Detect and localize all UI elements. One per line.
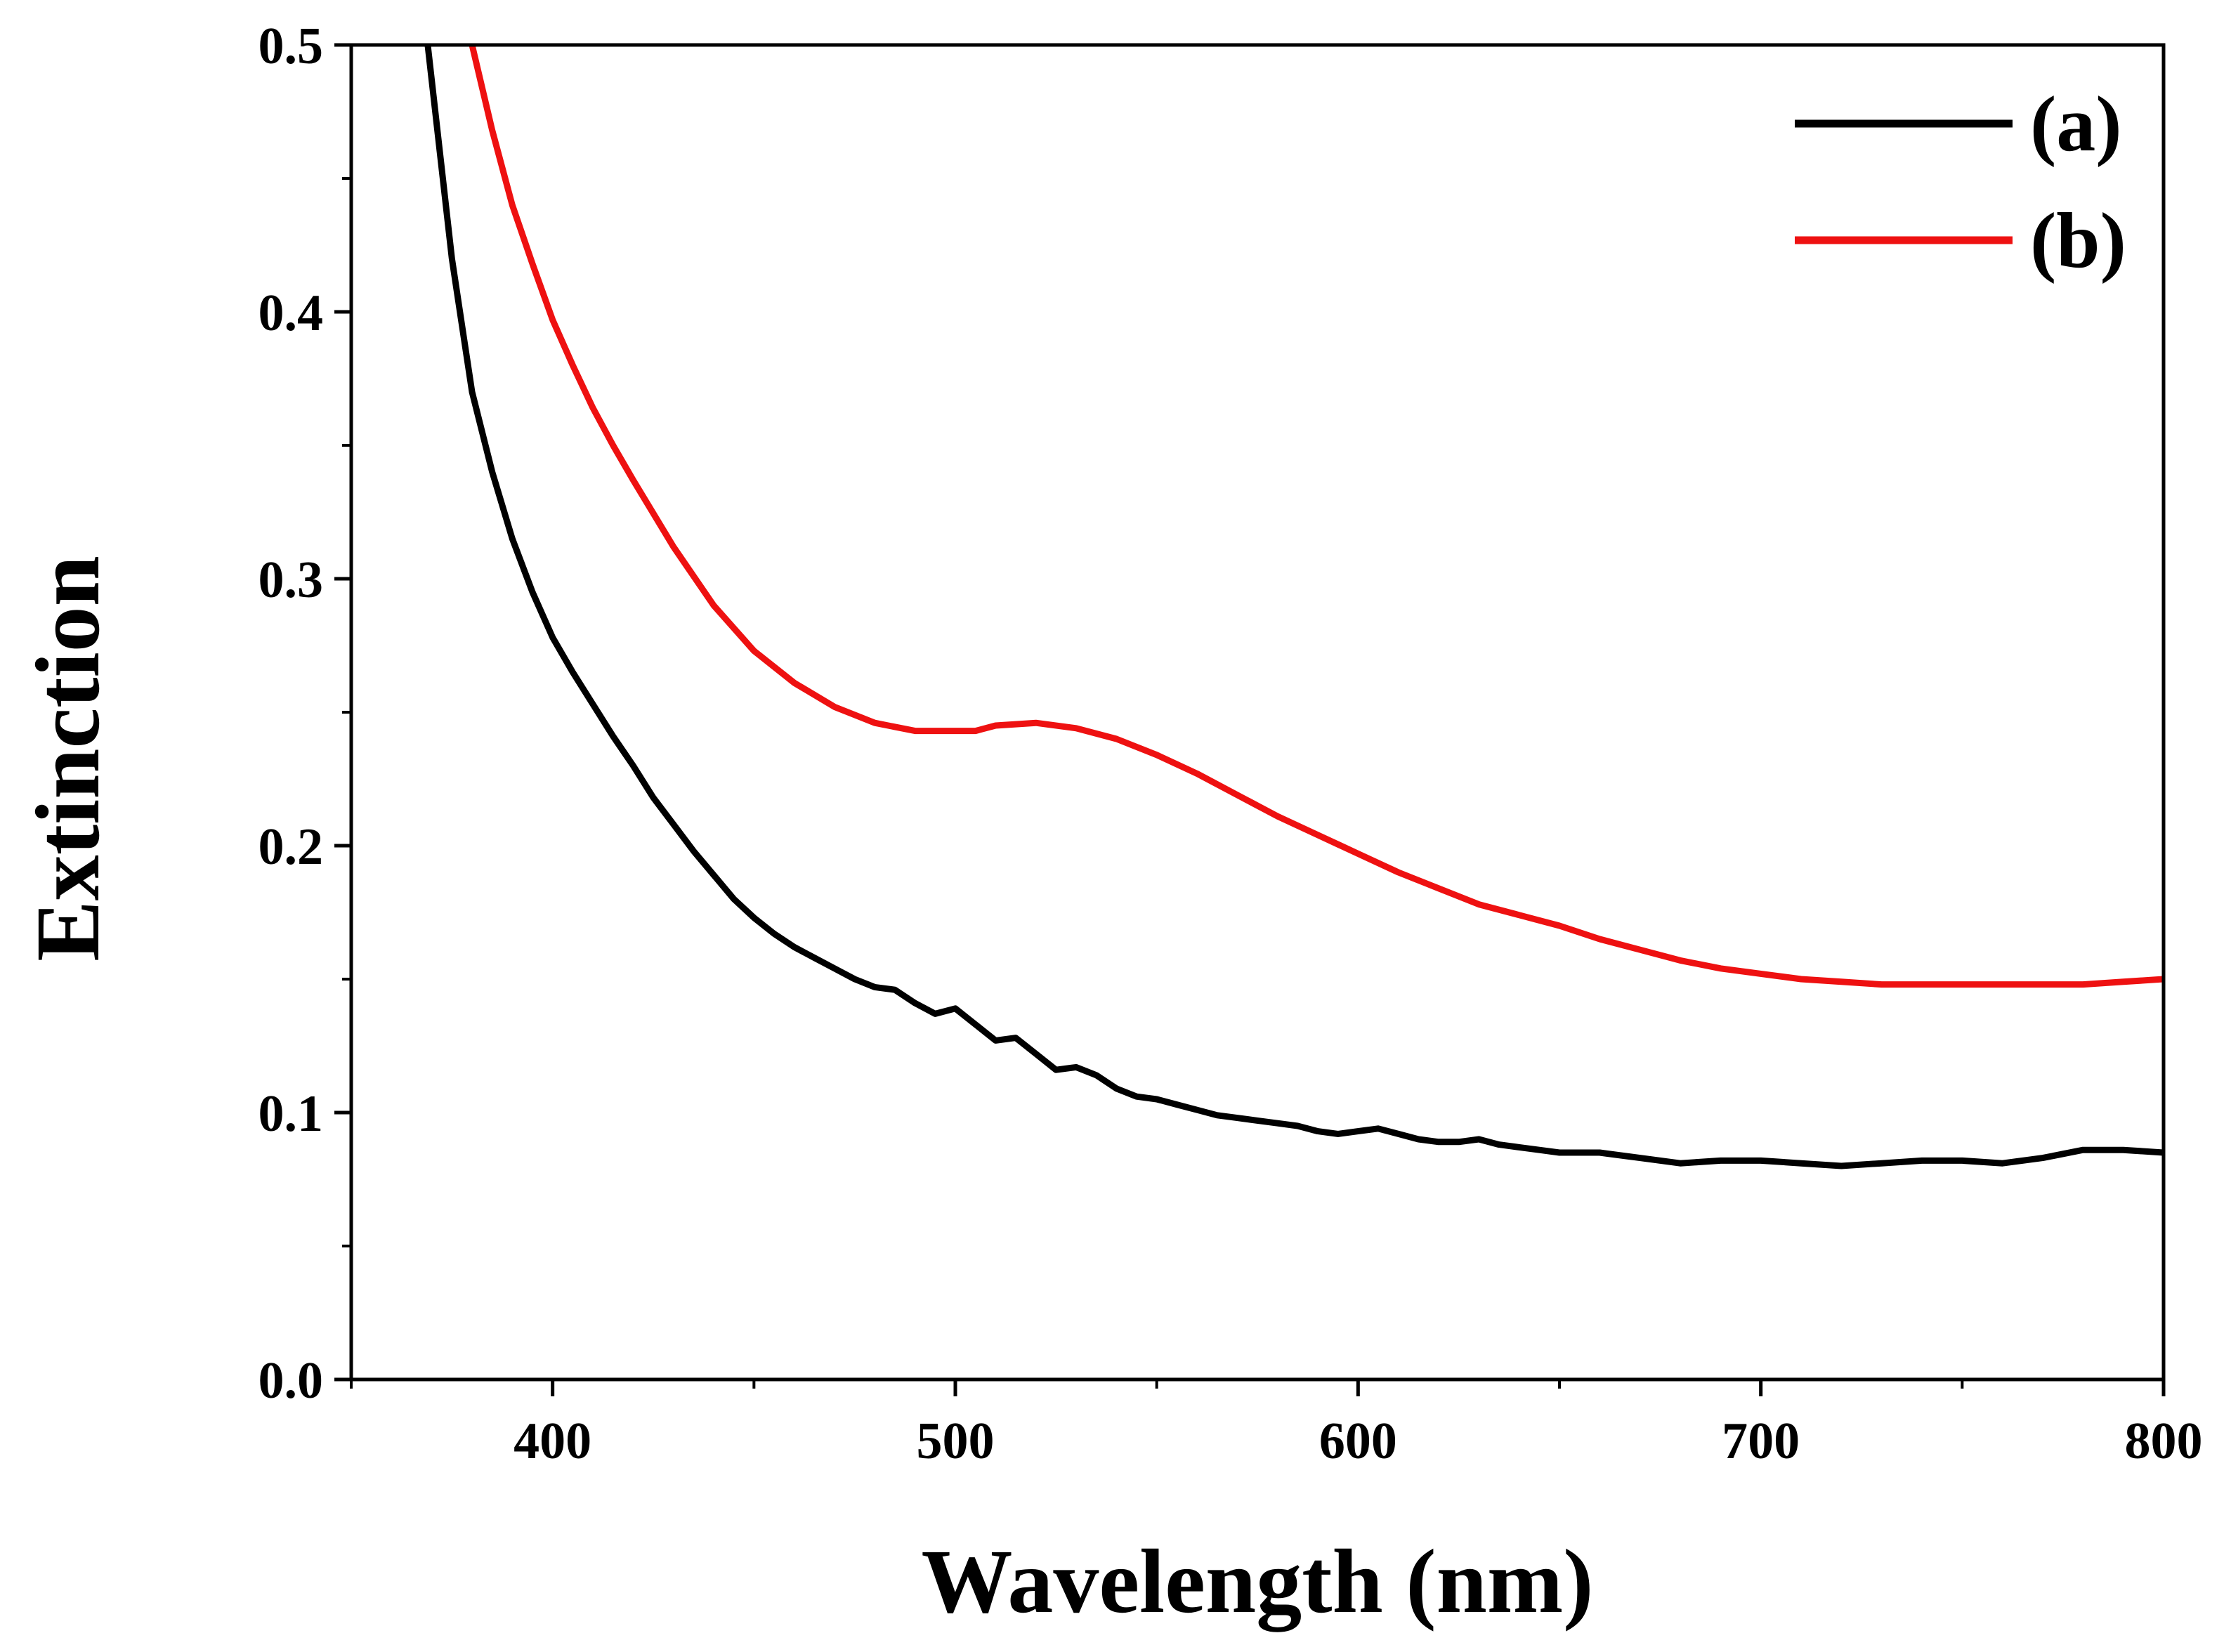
x-tick-label-800: 800	[2125, 1412, 2203, 1470]
y-tick-label-0.2: 0.2	[259, 818, 324, 876]
y-tick-label-0.4: 0.4	[259, 284, 324, 342]
y-tick-label-0.3: 0.3	[259, 551, 324, 609]
y-tick-label-0.0: 0.0	[259, 1352, 324, 1410]
y-axis-title: Extinction	[18, 556, 119, 962]
series-line-b	[469, 45, 2164, 988]
plot-frame	[349, 43, 2166, 1382]
legend-label-b: (b)	[2030, 197, 2126, 284]
legend-label-a: (a)	[2030, 81, 2122, 168]
y-tick-label-0.5: 0.5	[259, 18, 324, 75]
x-tick-label-700: 700	[1722, 1412, 1800, 1470]
axis-ticks	[334, 43, 2166, 1396]
x-tick-label-600: 600	[1319, 1412, 1397, 1470]
series-line-a	[424, 45, 2164, 1169]
x-axis-title: Wavelength (nm)	[922, 1531, 1594, 1632]
series-layer	[424, 45, 2164, 1169]
tick-labels: 400 500 600 700 800 0.0 0.1 0.2 0.3 0.4 0.5	[259, 18, 2203, 1470]
x-tick-label-400: 400	[513, 1412, 591, 1470]
y-tick-label-0.1: 0.1	[259, 1085, 324, 1143]
legend: (a) (b)	[1795, 81, 2126, 284]
x-tick-label-500: 500	[917, 1412, 995, 1470]
